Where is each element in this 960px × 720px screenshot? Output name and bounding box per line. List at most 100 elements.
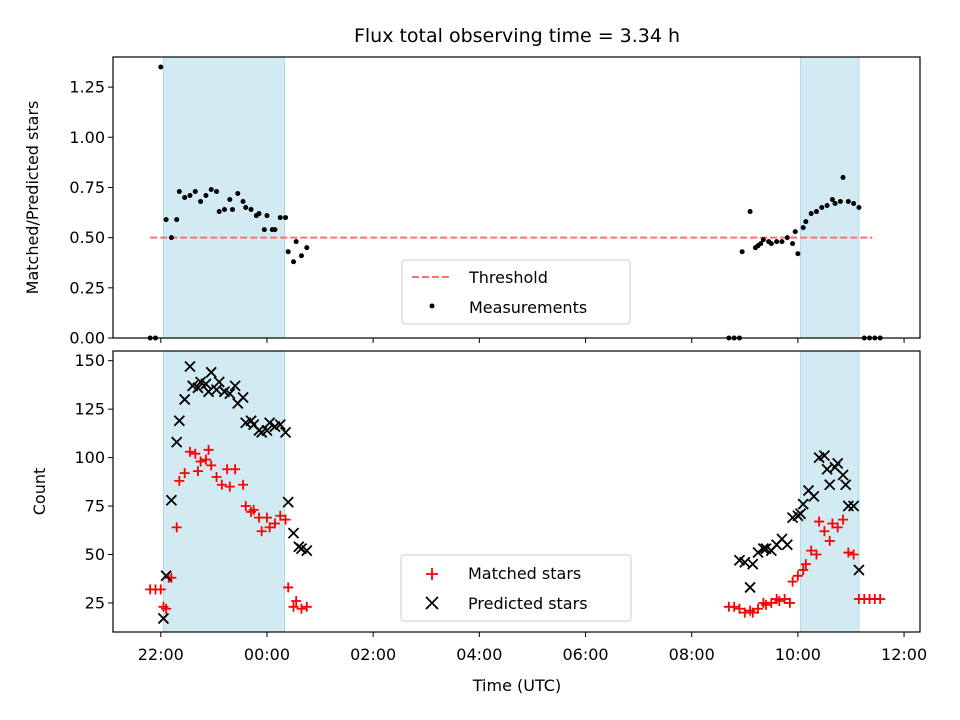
predicted-star-point (818, 450, 831, 462)
predicted-star-point (184, 360, 196, 373)
measurement-point (163, 217, 169, 223)
predicted-star-point (157, 612, 170, 625)
y-tick-label: 0.25 (69, 278, 105, 297)
matched-star-point (155, 584, 166, 595)
predicted-star-point (274, 419, 286, 431)
measurement-point (283, 215, 289, 221)
measurement-point (774, 239, 780, 245)
predicted-star-point (165, 494, 178, 506)
x-tick-label: 22:00 (138, 645, 184, 664)
matched-star-point (747, 607, 758, 618)
matched-star-point (753, 603, 764, 614)
measurement-point (298, 253, 304, 259)
predicted-star-point (173, 415, 186, 427)
matched-star-point (206, 460, 217, 471)
x-tick-label: 10:00 (775, 645, 821, 664)
measurement-point (176, 188, 182, 194)
matched-star-point (798, 564, 809, 575)
measurements-legend-label: Measurements (469, 298, 587, 317)
measurement-point (800, 225, 806, 231)
measurement-point (291, 259, 297, 265)
predicted-star-point (840, 479, 852, 491)
matched-star-point (806, 545, 817, 556)
measurement-point (803, 219, 809, 225)
predicted-star-point (213, 376, 225, 388)
measurement-point (747, 209, 753, 215)
matched-star-point (761, 599, 772, 610)
predicted-star-point (837, 469, 849, 481)
predicted-star-point (263, 417, 276, 429)
matched-star-point (179, 468, 190, 479)
predicted-star-point (261, 424, 273, 437)
measurement-point (240, 199, 246, 205)
predicted-star-point (744, 581, 756, 594)
predicted-star-point (160, 570, 172, 582)
measurement-point (285, 249, 291, 255)
matched-star-point (264, 522, 275, 533)
predicted-star-point (192, 382, 204, 394)
matched-legend-swatch (426, 568, 438, 580)
y-tick-label: 125 (74, 400, 105, 419)
matched-star-point (192, 466, 203, 477)
measurement-point (248, 207, 254, 213)
shaded-interval (800, 56, 860, 339)
chart-title: Flux total observing time = 3.34 h (354, 25, 680, 47)
measurement-point (758, 241, 764, 247)
matched-star-point (269, 518, 280, 529)
matched-star-point (848, 549, 859, 560)
matched-star-point (161, 603, 172, 614)
ratio-x-ticks (160, 338, 905, 343)
measurement-point (272, 227, 278, 233)
x-tick-label: 02:00 (350, 645, 396, 664)
matched-star-point (275, 510, 286, 521)
measurement-point (229, 207, 235, 213)
predicted-star-point (287, 527, 300, 539)
matched-star-point (843, 547, 854, 558)
matched-star-point (200, 454, 211, 465)
measurement-point (813, 209, 819, 215)
count-panel: 25 50 75 100 125 150 22:00 00:00 02:00 04:00 06:0… (30, 350, 927, 664)
predicted-star-point (808, 490, 820, 502)
measurement-point (227, 197, 233, 203)
measurement-point (845, 199, 851, 205)
matched-star-point (230, 464, 241, 475)
count-y-ticks: 25 50 75 100 125 150 (74, 351, 113, 612)
matched-star-point (256, 526, 267, 537)
plus-marker (426, 568, 438, 580)
matched-star-point (766, 597, 777, 608)
predicted-star-point (847, 500, 860, 512)
predicted-star-point (797, 498, 809, 510)
measurement-point (819, 205, 825, 211)
y-tick-label: 100 (74, 448, 105, 467)
matched-star-point (827, 518, 838, 529)
y-tick-label: 25 (85, 593, 105, 612)
measurement-point (264, 213, 270, 219)
matched-star-point (171, 522, 182, 533)
predicted-star-point (752, 546, 764, 559)
ratio-panel: 0.00 0.25 0.50 0.75 1.00 1.25 Matched/Predict… (23, 56, 921, 348)
measurement-point (182, 195, 188, 200)
predicted-star-point (205, 366, 217, 378)
measurement-point (256, 211, 262, 217)
y-tick-label: 75 (85, 497, 105, 516)
predicted-star-point (171, 436, 183, 448)
measurement-point (168, 235, 174, 241)
predicted-star-point (824, 479, 836, 491)
y-tick-label: 0.75 (69, 178, 105, 197)
measurement-point (277, 215, 283, 221)
x-tick-label: 12:00 (881, 645, 927, 664)
ratio-legend: Threshold Measurements (401, 259, 631, 325)
measurement-point (851, 201, 857, 207)
measurement-point (856, 205, 862, 211)
predicted-star-point (282, 496, 294, 508)
matched-star-point (814, 516, 825, 527)
matched-legend-label: Matched stars (468, 564, 581, 583)
measurement-point (198, 199, 204, 205)
measurement-point (792, 229, 798, 235)
matched-star-point (838, 514, 849, 525)
measurement-point (293, 239, 299, 245)
measurement-point (790, 241, 796, 247)
x-axis-label: Time (UTC) (472, 676, 561, 695)
measurement-point (829, 197, 835, 203)
